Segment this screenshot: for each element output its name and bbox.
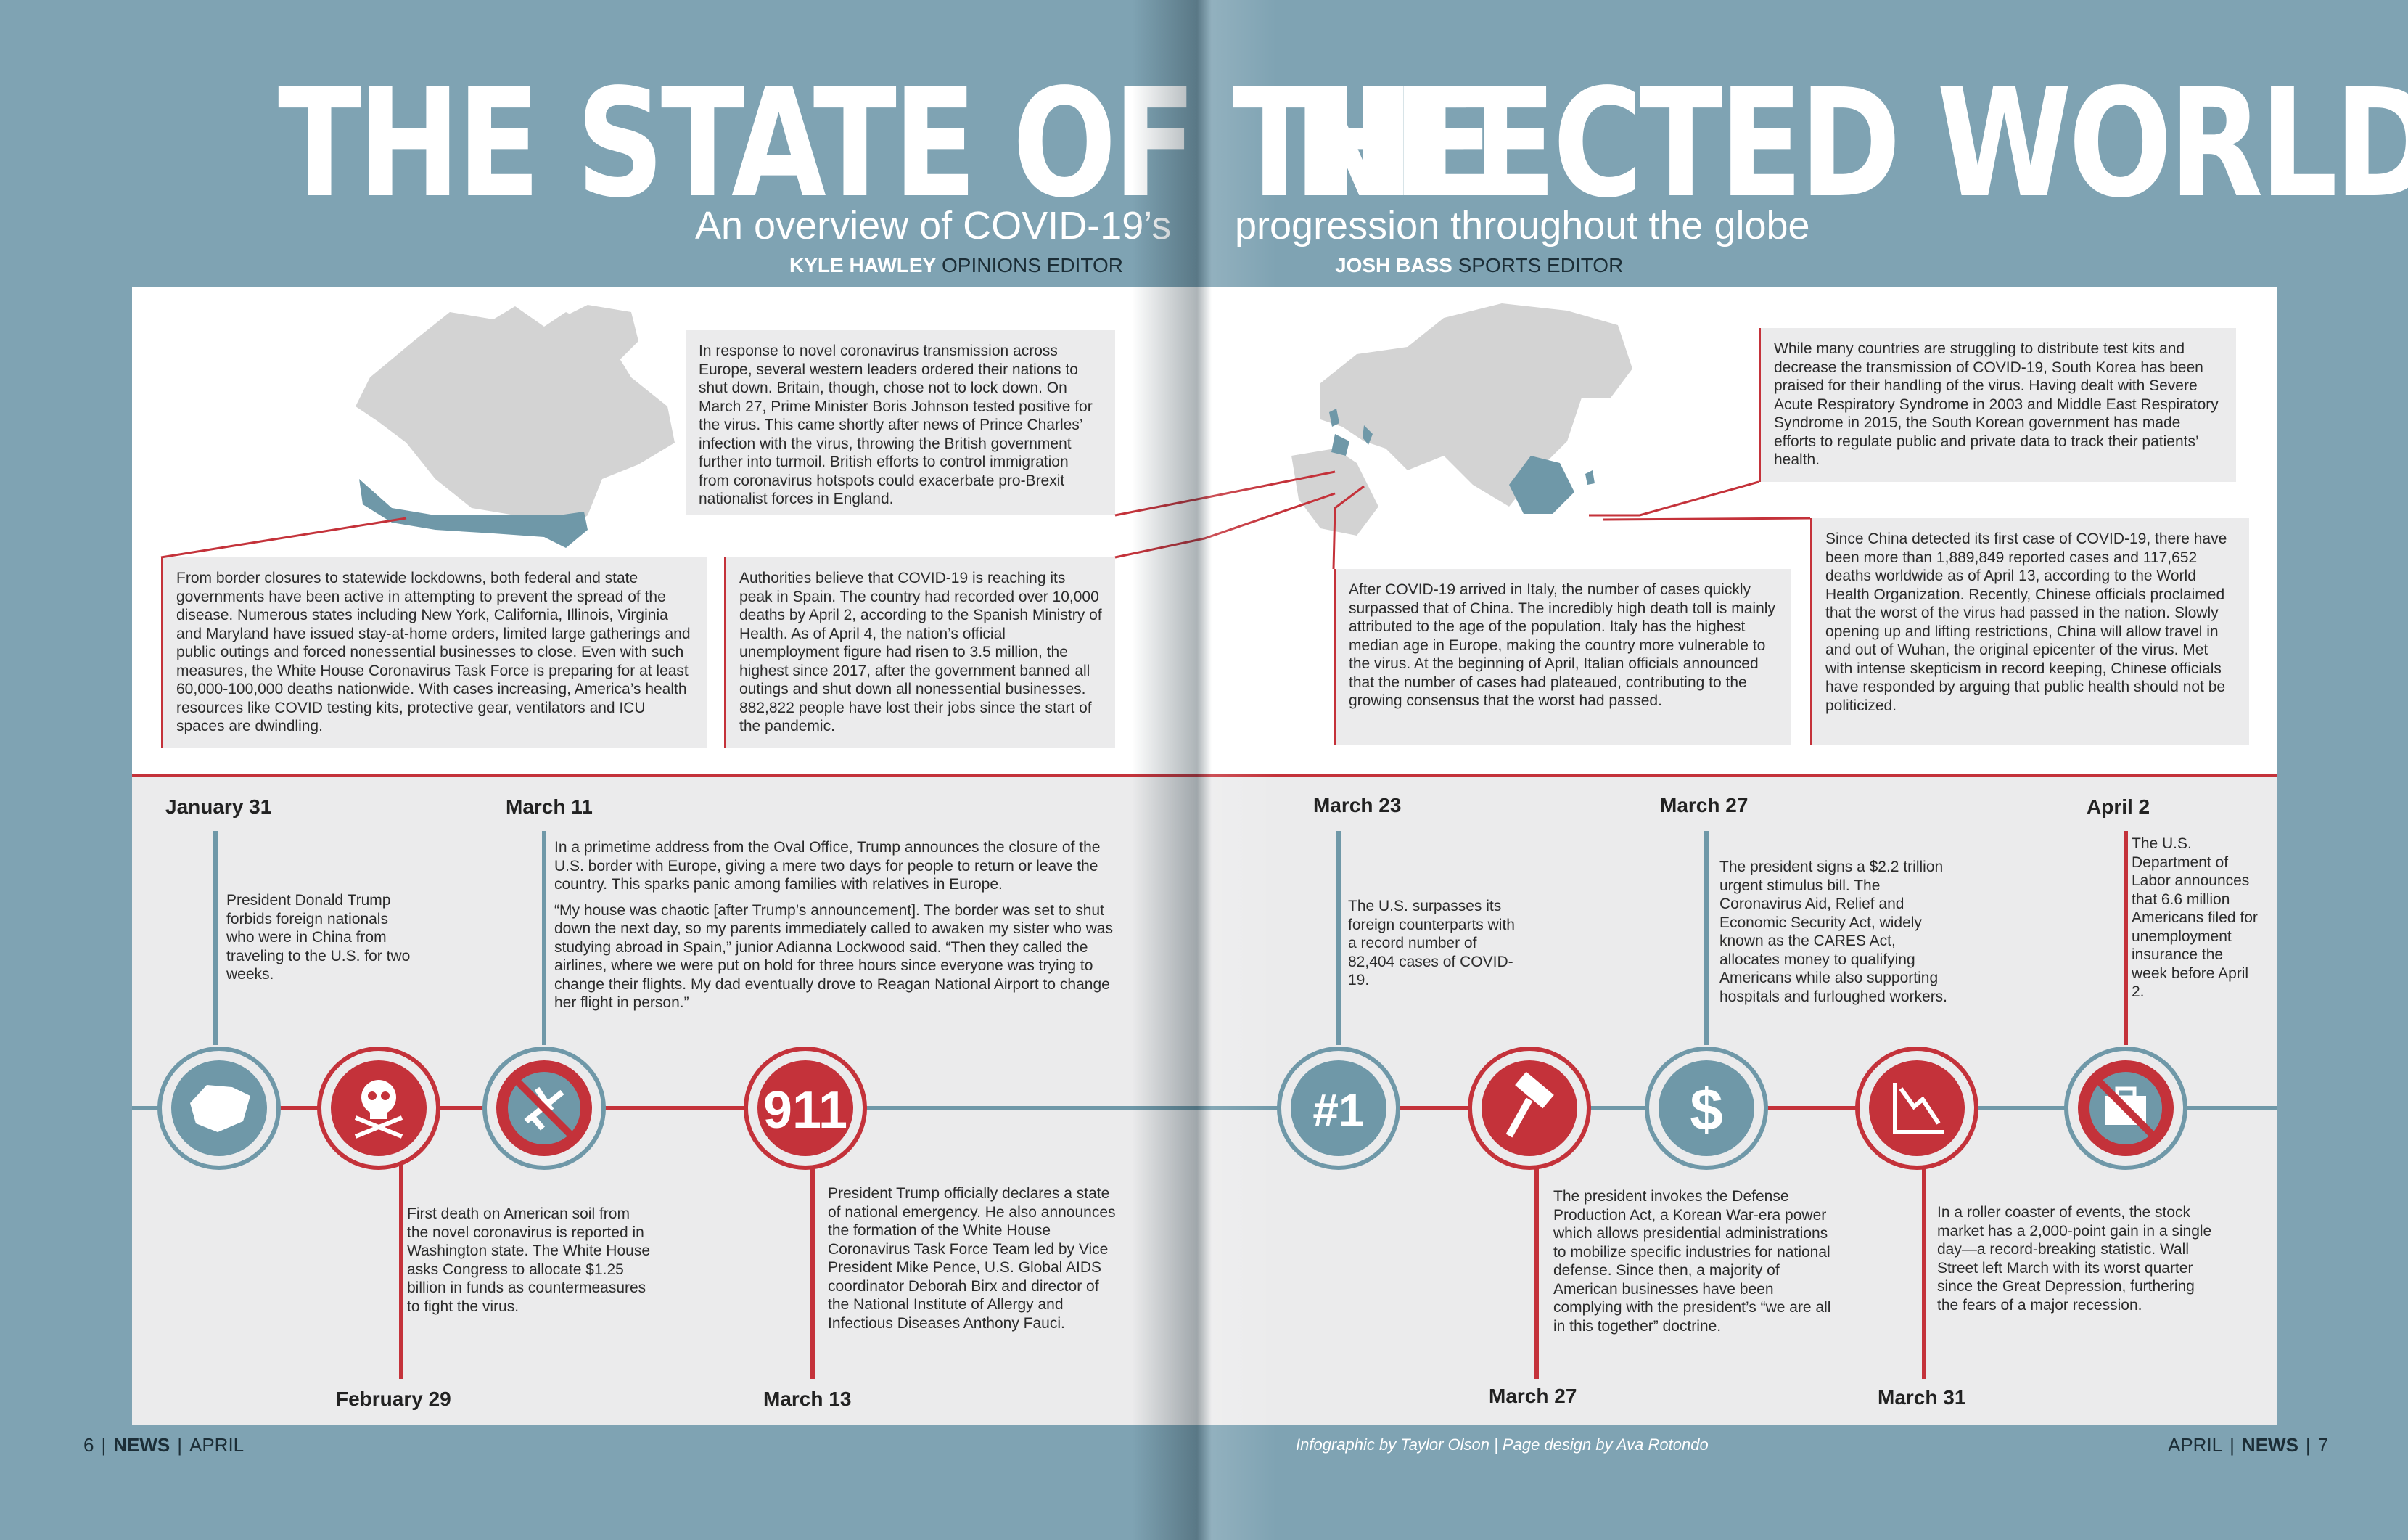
footer-separator: | [177, 1434, 182, 1456]
footer-left: 6 | NEWS | APRIL [83, 1434, 244, 1457]
story-spain: Authorities believe that COVID-19 is rea… [724, 557, 1115, 748]
dollar-icon: $ [1645, 1047, 1768, 1170]
date-mar27b: March 27 [1489, 1385, 1577, 1407]
date-jan31: January 31 [165, 795, 272, 818]
usa-highlight [359, 479, 588, 548]
footer-separator: | [2230, 1434, 2235, 1456]
spread-gutter [1132, 0, 1277, 1540]
event-apr2: The U.S. Department of Labor announces t… [2132, 835, 2258, 1000]
section-right: NEWS [2241, 1434, 2298, 1456]
stock-decline-icon [1855, 1047, 1978, 1170]
number-one-label: #1 [1312, 1084, 1364, 1136]
event-mar23: The U.S. surpasses its foreign counterpa… [1348, 898, 1515, 988]
section-divider [132, 774, 2277, 777]
headline-right: INFECTED WORLD [1252, 57, 2408, 231]
event-mar27b: The president invokes the Defense Produc… [1553, 1188, 1831, 1335]
event-mar11-text: In a primetime address from the Oval Off… [554, 839, 1101, 893]
no-flight-icon [482, 1047, 606, 1170]
event-mar13: President Trump officially declares a st… [828, 1185, 1116, 1332]
byline-left-role: OPINIONS EDITOR [936, 254, 1123, 277]
byline-left: KYLE HAWLEY OPINIONS EDITOR [789, 254, 1123, 277]
nine-eleven-label: 911 [763, 1081, 847, 1139]
event-jan31: President Donald Trump forbids foreign n… [226, 892, 411, 983]
number-one-icon: #1 [1277, 1047, 1400, 1170]
byline-right-name: JOSH BASS [1335, 254, 1452, 277]
date-mar31: March 31 [1878, 1386, 1966, 1409]
dollar-label: $ [1690, 1077, 1723, 1143]
byline-left-name: KYLE HAWLEY [789, 254, 937, 277]
nine-eleven-icon: 911 [744, 1047, 867, 1170]
britain-highlight [1329, 409, 1339, 427]
china-highlight [1509, 456, 1574, 514]
date-mar11: March 11 [506, 795, 593, 818]
design-credit: Infographic by Taylor Olson | Page desig… [1296, 1435, 1709, 1454]
byline-right-role: SPORTS EDITOR [1452, 254, 1624, 277]
page-number-left: 6 [83, 1434, 94, 1456]
korea-highlight [1585, 470, 1595, 485]
spain-highlight [1331, 434, 1349, 456]
hammer-icon [1468, 1047, 1591, 1170]
month-left: APRIL [189, 1434, 245, 1456]
date-feb29: February 29 [336, 1388, 451, 1410]
story-korea: While many countries are struggling to d… [1759, 328, 2236, 482]
date-mar23: March 23 [1313, 794, 1402, 816]
story-china: Since China detected its first case of C… [1810, 518, 2249, 745]
event-mar11-quote: “My house was chaotic [after Trump’s ann… [554, 901, 1113, 1012]
byline-right: JOSH BASS SPORTS EDITOR [1335, 254, 1623, 277]
event-mar27a: The president signs a $2.2 trillion urge… [1719, 859, 1948, 1005]
no-briefcase-icon [2064, 1047, 2187, 1170]
skull-crossbones-icon [317, 1047, 440, 1170]
month-right: APRIL [2168, 1434, 2223, 1456]
date-mar13: March 13 [763, 1388, 852, 1410]
subtitle-right: progression throughout the globe [1235, 204, 1810, 247]
page-number-right: 7 [2317, 1434, 2329, 1456]
italy-highlight [1363, 425, 1373, 445]
date-apr2: April 2 [2087, 795, 2150, 818]
subtitle-left: An overview of COVID-19’s [695, 204, 1172, 247]
headline-left: THE STATE OF THE [278, 57, 1495, 231]
footer-separator: | [2305, 1434, 2311, 1456]
story-britain: In response to novel coronavirus transmi… [686, 330, 1115, 515]
section-left: NEWS [113, 1434, 170, 1456]
story-italy: After COVID-19 arrived in Italy, the num… [1334, 569, 1791, 745]
event-feb29: First death on American soil from the no… [407, 1205, 651, 1315]
footer-separator: | [101, 1434, 107, 1456]
event-mar11: In a primetime address from the Oval Off… [554, 838, 1120, 1020]
event-mar31: In a roller coaster of events, the stock… [1937, 1204, 2212, 1314]
eurasia-map [1291, 303, 1632, 536]
timeline-icons: 911 #1 $ [157, 1047, 2187, 1170]
date-mar27a: March 27 [1660, 794, 1749, 816]
story-usa: From border closures to statewide lockdo… [161, 557, 707, 748]
north-america-map [356, 305, 675, 548]
footer-right: APRIL | NEWS | 7 [2168, 1434, 2328, 1457]
china-map-icon [157, 1047, 281, 1170]
